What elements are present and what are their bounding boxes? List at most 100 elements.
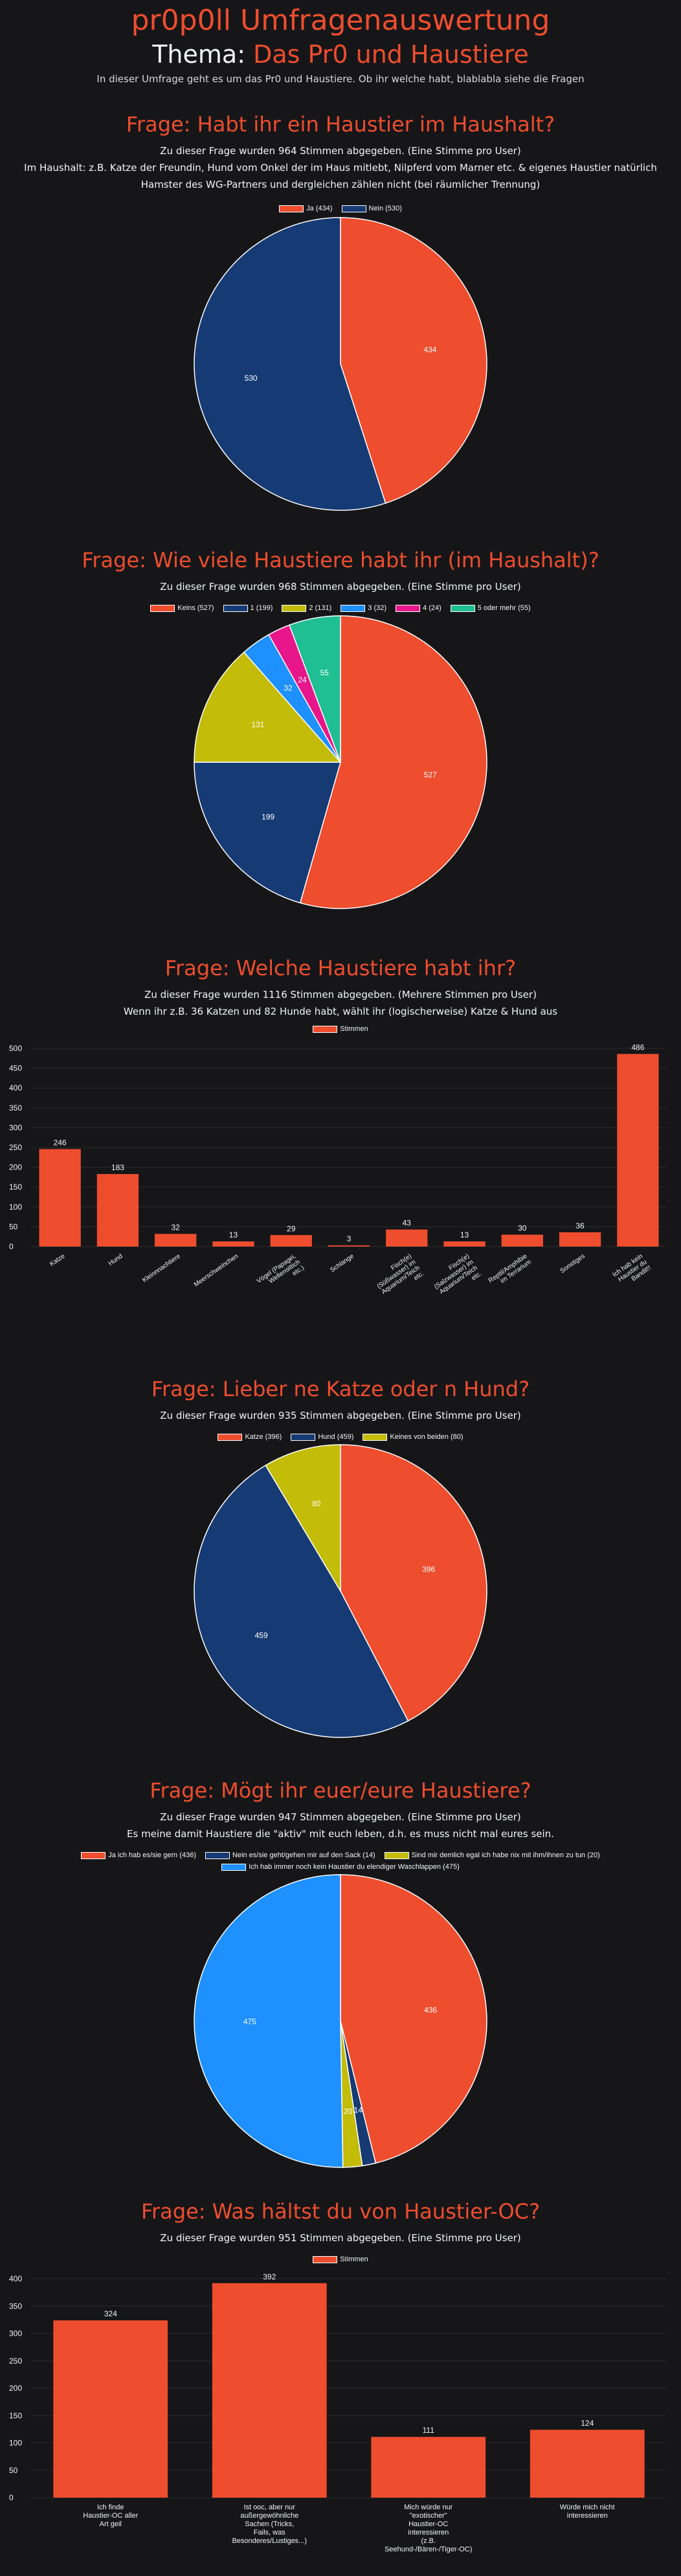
legend-item[interactable]: Stimmen — [313, 2255, 368, 2263]
y-tick-label: 300 — [9, 1123, 22, 1132]
legend-label: 3 (32) — [368, 604, 387, 612]
bar-value-label: 246 — [54, 1138, 67, 1147]
x-tick-label: Sonstiges — [559, 1252, 586, 1274]
slice-value-label: 396 — [422, 1565, 435, 1574]
question-section-3: Frage: Welche Haustiere habt ihr? Zu die… — [0, 955, 681, 1300]
legend-item[interactable]: Stimmen — [313, 1025, 368, 1033]
intro-text: In dieser Umfrage geht es um das Pr0 und… — [96, 73, 585, 85]
bar-value-label: 324 — [104, 2309, 117, 2318]
x-tick-label: Ich hab keinHaustier duBandit!! — [612, 1252, 653, 1290]
pie-chart: 434 530 — [194, 217, 487, 511]
y-tick-label: 300 — [9, 2329, 22, 2338]
x-tick-label: Reptil/Amphibieim Terrarium — [487, 1252, 533, 1290]
question-section-5: Frage: Mögt ihr euer/eure Haustiere? Zu … — [0, 1778, 681, 2170]
y-tick-label: 0 — [9, 1242, 14, 1251]
theme-prefix: Thema: — [152, 40, 245, 69]
legend-label: Katze (396) — [245, 1433, 282, 1441]
legend-swatch — [363, 1433, 388, 1441]
bar[interactable] — [270, 1235, 312, 1247]
bar[interactable] — [559, 1232, 601, 1247]
bar-chart: 0 50 100 150 200 250 300 350 400 324 392 111 124 Ich … — [9, 2272, 667, 2553]
pie-slice[interactable] — [299, 615, 487, 909]
pie-slice[interactable] — [194, 217, 386, 511]
bar[interactable] — [39, 1149, 81, 1247]
bar[interactable] — [96, 1174, 139, 1247]
bar-value-label: 29 — [287, 1224, 296, 1233]
y-tick-label: 200 — [9, 2384, 22, 2393]
x-tick-label: Ist ooc, aber nur außergewöhnliche Sachen … — [232, 2503, 307, 2545]
y-tick-label: 250 — [9, 2356, 22, 2366]
bar[interactable] — [212, 1241, 254, 1247]
pie-slice[interactable] — [194, 651, 342, 763]
y-tick-label: 150 — [9, 1182, 22, 1192]
legend-swatch — [341, 205, 366, 212]
slice-value-label: 14 — [354, 2105, 363, 2114]
slice-value-label: 434 — [423, 345, 436, 354]
legend-item[interactable]: 4 (24) — [396, 604, 441, 612]
legend-swatch — [223, 604, 248, 612]
pie-chart: 396 459 80 — [194, 1444, 487, 1738]
question-note: Es meine damit Haustiere die "aktiv" mit… — [127, 1828, 554, 1840]
legend-item[interactable]: 1 (199) — [223, 604, 273, 612]
pie-slice[interactable] — [194, 1874, 344, 2168]
legend-item[interactable]: 3 (32) — [340, 604, 386, 612]
legend-label: 4 (24) — [423, 604, 441, 612]
bar[interactable] — [501, 1234, 543, 1247]
bar[interactable] — [53, 2320, 168, 2498]
bar[interactable] — [328, 1245, 370, 1247]
pie-slice[interactable] — [194, 1464, 409, 1738]
legend-item[interactable]: Nein es/sie geht/gehen mir auf den Sack … — [205, 1851, 375, 1859]
legend-swatch — [313, 1025, 338, 1033]
legend-label: 2 (131) — [309, 604, 332, 612]
question-note: Zu dieser Frage wurden 964 Stimmen abgeg… — [160, 145, 521, 157]
bar-value-label: 43 — [403, 1219, 412, 1228]
bar[interactable] — [371, 2437, 486, 2498]
pie-slice[interactable] — [194, 762, 341, 904]
pie-slice[interactable] — [265, 1444, 341, 1593]
y-tick-label: 50 — [9, 1222, 18, 1231]
legend-label: Keines von beiden (80) — [390, 1433, 463, 1441]
pie-slice[interactable] — [340, 1874, 487, 2164]
legend-item[interactable]: Nein (530) — [341, 205, 402, 212]
legend-label: Nein (530) — [368, 205, 402, 212]
question-title: Frage: Mögt ihr euer/eure Haustiere? — [150, 1778, 531, 1803]
y-tick-label: 450 — [9, 1064, 22, 1073]
legend-item[interactable]: 2 (131) — [282, 604, 331, 612]
x-tick-label: Kleinnnachtiere — [141, 1252, 182, 1284]
slice-value-label: 55 — [320, 668, 329, 677]
legend-item[interactable]: Keines von beiden (80) — [363, 1433, 463, 1441]
y-tick-label: 100 — [9, 2439, 22, 2448]
legend-item[interactable]: Ich hab immer noch kein Haustier du elen… — [221, 1863, 460, 1871]
legend-label: Sind mir demlich egal ich habe nix mit i… — [411, 1851, 600, 1859]
question-title: Frage: Was hältst du von Haustier-OC? — [140, 2199, 541, 2224]
legend-label: Ich hab immer noch kein Haustier du elen… — [249, 1863, 460, 1871]
legend-item[interactable]: Keins (527) — [150, 604, 214, 612]
chart-legend: Ja (434) Nein (530) — [0, 205, 681, 212]
pie-slice[interactable] — [289, 615, 341, 763]
bar[interactable] — [386, 1229, 428, 1247]
legend-swatch — [218, 1433, 243, 1441]
bar[interactable] — [443, 1241, 486, 1247]
y-tick-label: 400 — [9, 1083, 22, 1092]
chart-legend: Stimmen — [0, 2255, 681, 2263]
x-tick-label: Katze — [49, 1252, 67, 1268]
bar[interactable] — [617, 1054, 659, 1247]
legend-item[interactable]: 5 oder mehr (55) — [450, 604, 531, 612]
bar-value-label: 111 — [423, 2426, 435, 2435]
pie-slice[interactable] — [340, 217, 487, 504]
y-tick-label: 350 — [9, 2301, 22, 2310]
question-title: Frage: Wie viele Haustiere habt ihr (im … — [82, 548, 599, 572]
bar[interactable] — [530, 2430, 645, 2498]
legend-item[interactable]: Sind mir demlich egal ich habe nix mit i… — [384, 1851, 600, 1859]
bar[interactable] — [155, 1234, 197, 1247]
legend-item[interactable]: Ja ich hab es/sie gern (436) — [81, 1851, 196, 1859]
pie-slice[interactable] — [340, 1444, 487, 1722]
bar[interactable] — [212, 2283, 327, 2498]
slice-value-label: 32 — [284, 684, 293, 693]
legend-item[interactable]: Ja (434) — [279, 205, 333, 212]
question-note: Zu dieser Frage wurden 951 Stimmen abgeg… — [160, 2232, 521, 2244]
legend-item[interactable]: Hund (459) — [291, 1433, 353, 1441]
legend-item[interactable]: Katze (396) — [218, 1433, 282, 1441]
x-tick-label: Fisch(e)(Süßwasser) imAquarium/Teichetc. — [372, 1252, 425, 1300]
legend-label: Nein es/sie geht/gehen mir auf den Sack … — [232, 1851, 375, 1859]
